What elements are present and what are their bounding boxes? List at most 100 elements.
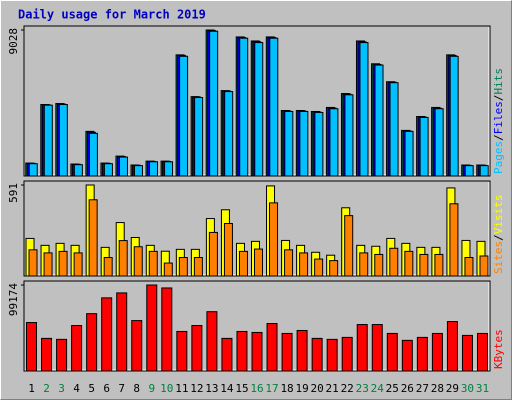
x-tick-label: 8 (133, 382, 140, 395)
bar (431, 332, 443, 372)
x-tick-label: 2 (43, 382, 50, 395)
legend-entry: Files (492, 101, 505, 134)
x-tick-label: 18 (280, 382, 293, 395)
bar (401, 339, 413, 372)
bar (103, 163, 113, 177)
bar (464, 257, 474, 277)
bar (284, 110, 294, 177)
chart-title: Daily usage for March 2019 (18, 8, 206, 22)
x-tick-label: 13 (205, 382, 218, 395)
bar (236, 330, 248, 372)
bar (299, 110, 309, 177)
bar (434, 108, 444, 177)
bar (26, 322, 38, 372)
x-tick-label: 20 (311, 382, 324, 395)
bar (194, 97, 204, 177)
bar (359, 42, 369, 177)
bar (311, 337, 323, 372)
x-tick-label: 27 (416, 382, 429, 395)
bar (164, 161, 174, 177)
bar (221, 337, 233, 372)
bar (356, 324, 368, 372)
bar (359, 252, 369, 277)
y-tick-label: 99174 (7, 283, 20, 316)
x-tick-label: 5 (88, 382, 95, 395)
bar (178, 257, 188, 277)
bar (118, 240, 128, 277)
bar (161, 287, 173, 372)
bar (73, 252, 83, 277)
bar (464, 165, 474, 177)
bar (329, 108, 339, 177)
bar (176, 330, 188, 372)
legend: Sites/Visits (492, 195, 505, 275)
bar (239, 37, 249, 177)
x-tick-label: 16 (250, 382, 263, 395)
bar (101, 297, 113, 372)
bar (208, 231, 218, 277)
bar (133, 165, 143, 177)
bar (191, 325, 203, 372)
bar (389, 82, 399, 177)
bar (43, 252, 53, 277)
bar (344, 94, 354, 177)
bar (371, 324, 383, 372)
legend-separator: / (492, 95, 505, 102)
x-tick-label: 7 (118, 382, 125, 395)
x-tick-label: 6 (103, 382, 110, 395)
bar (266, 323, 278, 372)
bar (41, 337, 53, 372)
bar (133, 246, 143, 277)
x-tick-label: 3 (58, 382, 65, 395)
bar (374, 253, 384, 277)
legend: KBytes (492, 329, 505, 369)
bar (103, 257, 113, 277)
x-tick-label: 17 (265, 382, 278, 395)
bar (251, 331, 263, 372)
x-tick-label: 23 (356, 382, 369, 395)
bar (254, 42, 264, 177)
bar (28, 249, 38, 277)
x-tick-label: 26 (401, 382, 414, 395)
bar (209, 30, 219, 177)
legend: Pages/Files/Hits (492, 68, 505, 174)
x-tick-label: 10 (160, 382, 173, 395)
x-tick-label: 29 (446, 382, 459, 395)
x-tick-label: 19 (295, 382, 308, 395)
bar (118, 156, 128, 177)
x-tick-label: 11 (175, 382, 188, 395)
bar (419, 116, 429, 177)
bar (419, 253, 429, 277)
x-tick-label: 12 (190, 382, 203, 395)
bar (224, 91, 234, 177)
x-tick-label: 31 (476, 382, 489, 395)
legend-entry: KBytes (492, 329, 505, 369)
legend-separator: / (492, 134, 505, 141)
x-tick-label: 1 (28, 382, 35, 395)
x-tick-label: 28 (431, 382, 444, 395)
y-tick-label: 591 (7, 183, 20, 203)
bar (434, 253, 444, 277)
legend-entry: Hits (492, 68, 505, 95)
bar (299, 252, 309, 277)
bar (479, 165, 489, 177)
bar (416, 336, 428, 372)
bar (374, 64, 384, 177)
bar (146, 284, 158, 372)
legend-entry: Visits (492, 195, 505, 235)
x-tick-label: 24 (371, 382, 385, 395)
bar (148, 250, 158, 277)
bar (314, 111, 324, 177)
bar (296, 329, 308, 372)
bar (149, 161, 159, 177)
legend-entry: Pages (492, 141, 505, 174)
bar (58, 104, 68, 177)
x-tick-label: 30 (461, 382, 474, 395)
bar (179, 55, 189, 177)
bar (446, 321, 458, 372)
legend-separator: / (492, 234, 505, 241)
bar (404, 130, 414, 177)
bar (71, 325, 83, 372)
x-tick-label: 4 (73, 382, 80, 395)
